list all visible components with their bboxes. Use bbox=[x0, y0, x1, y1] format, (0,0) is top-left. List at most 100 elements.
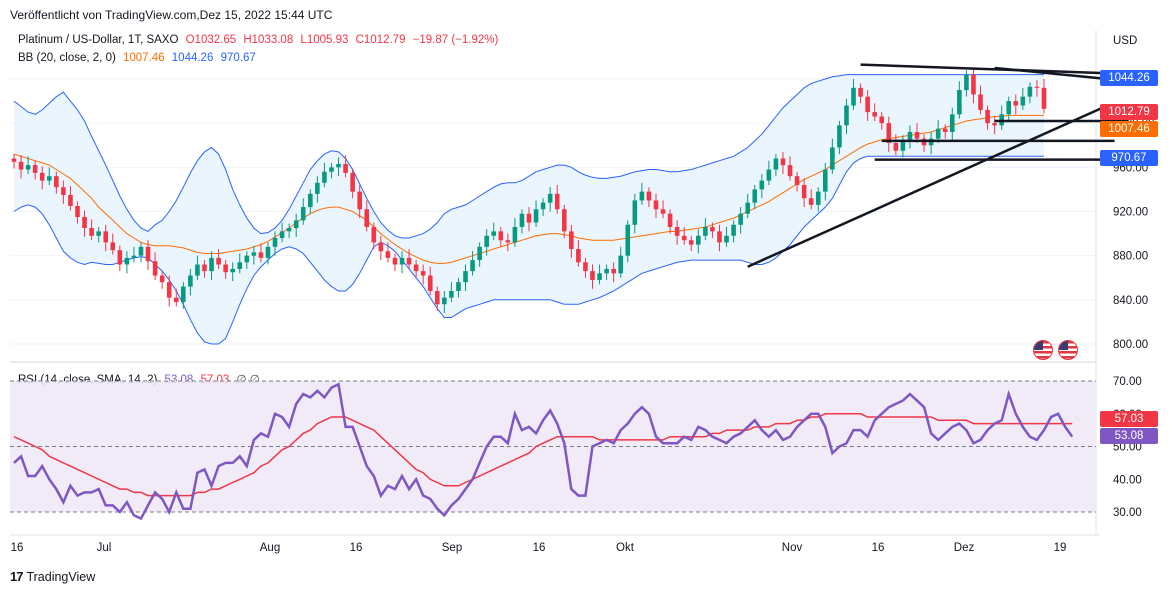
candle-body bbox=[978, 94, 983, 110]
rsi-price-tag: 53.08 bbox=[1100, 428, 1158, 444]
ohlc-change: −19.87 (−1.92%) bbox=[412, 34, 499, 46]
brand-name: TradingView bbox=[26, 569, 96, 584]
candle-body bbox=[138, 246, 144, 256]
candle-body bbox=[985, 109, 990, 124]
candle-body bbox=[286, 228, 292, 232]
time-tick-label: Dez bbox=[954, 542, 975, 554]
candle-body bbox=[576, 249, 581, 263]
candle-body bbox=[639, 191, 645, 201]
candle-body bbox=[399, 257, 405, 265]
candle-body bbox=[385, 251, 391, 258]
candle-body bbox=[949, 114, 955, 132]
bb-legend[interactable]: BB (20, close, 2, 0) 1007.46 1044.26 970… bbox=[18, 52, 260, 64]
symbol-title: Platinum / US-Dollar, 1T, SAXO bbox=[18, 34, 179, 46]
currency-label: USD bbox=[1113, 35, 1137, 47]
candle-body bbox=[117, 250, 123, 265]
candle-body bbox=[745, 202, 750, 214]
candle-body bbox=[632, 200, 638, 225]
published-note: Veröffentlicht von TradingView.com,Dez 1… bbox=[10, 8, 333, 22]
candle-body bbox=[258, 252, 264, 258]
tradingview-brand[interactable]: 17 TradingView bbox=[10, 569, 95, 584]
candle-body bbox=[858, 87, 863, 97]
us-flag-event-icon[interactable] bbox=[1058, 340, 1078, 360]
candle-body bbox=[505, 240, 511, 243]
candle-body bbox=[808, 198, 814, 205]
bb-lower-value: 970.67 bbox=[220, 52, 256, 64]
candle-body bbox=[554, 193, 560, 210]
tradingview-logo-icon: 17 bbox=[10, 569, 24, 584]
candle-body bbox=[851, 87, 856, 106]
symbol-legend[interactable]: Platinum / US-Dollar, 1T, SAXO O1032.65 … bbox=[18, 34, 502, 46]
candle-body bbox=[540, 202, 546, 210]
candle-body bbox=[279, 231, 285, 238]
candle-body bbox=[336, 164, 341, 168]
candle-body bbox=[124, 257, 130, 265]
candle-body bbox=[1027, 86, 1033, 97]
candle-body bbox=[145, 246, 151, 262]
candle-body bbox=[935, 128, 941, 139]
candle-body bbox=[717, 231, 722, 243]
candle-body bbox=[766, 169, 772, 181]
rsi-tick-label: 30.00 bbox=[1113, 507, 1142, 519]
candle-body bbox=[202, 264, 207, 272]
candle-body bbox=[195, 264, 200, 276]
candle-body bbox=[406, 257, 412, 265]
rsi-sma-line bbox=[13, 413, 1073, 497]
candle-body bbox=[265, 246, 271, 258]
candle-body bbox=[181, 286, 186, 303]
rsi-line bbox=[13, 382, 1074, 521]
candle-body bbox=[110, 242, 116, 251]
candle-body bbox=[329, 167, 334, 172]
candle-body bbox=[427, 275, 433, 291]
us-flag-event-icon[interactable] bbox=[1033, 340, 1053, 360]
candle-body bbox=[724, 235, 729, 243]
candle-body bbox=[131, 255, 137, 258]
candle-body bbox=[625, 224, 631, 256]
candle-body bbox=[68, 194, 73, 206]
candle-body bbox=[646, 191, 652, 201]
candle-body bbox=[872, 112, 877, 117]
candle-body bbox=[674, 226, 680, 236]
candle-body bbox=[343, 164, 348, 173]
candle-body bbox=[907, 132, 913, 140]
candle-body bbox=[89, 228, 94, 236]
candle-body bbox=[61, 187, 66, 195]
bb-label: BB (20, close, 2, 0) bbox=[18, 52, 116, 64]
candle-body bbox=[519, 213, 525, 227]
candle-body bbox=[801, 185, 807, 199]
candle-body bbox=[1013, 101, 1019, 106]
candle-body bbox=[18, 161, 24, 170]
candle-body bbox=[731, 224, 736, 236]
candle-body bbox=[710, 226, 715, 232]
candle-body bbox=[780, 158, 786, 166]
bb-upper-price-tag: 1044.26 bbox=[1100, 70, 1158, 86]
candle-body bbox=[886, 123, 892, 144]
candle-body bbox=[893, 143, 899, 151]
candle-body bbox=[964, 74, 969, 91]
time-tick-label: Aug bbox=[260, 542, 280, 554]
candle-body bbox=[223, 264, 228, 273]
time-tick-label: 19 bbox=[1054, 542, 1067, 554]
bb-lower-price-tag: 970.67 bbox=[1100, 150, 1158, 166]
candle-body bbox=[681, 235, 687, 241]
candle-body bbox=[244, 255, 250, 263]
candle-body bbox=[75, 205, 80, 218]
candle-body bbox=[844, 105, 849, 126]
candle-body bbox=[230, 268, 235, 273]
candle-body bbox=[900, 139, 906, 151]
candle-body bbox=[667, 213, 673, 227]
candle-body bbox=[357, 191, 362, 210]
time-tick-label: 16 bbox=[533, 542, 546, 554]
candle-body bbox=[583, 262, 588, 272]
candle-body bbox=[456, 282, 461, 291]
candle-body bbox=[752, 189, 758, 203]
candle-body bbox=[420, 271, 426, 276]
bb-upper-line bbox=[13, 74, 1044, 239]
candle-body bbox=[442, 297, 447, 305]
candle-body bbox=[696, 235, 701, 245]
candle-body bbox=[159, 275, 165, 283]
candle-body bbox=[103, 231, 109, 243]
price-tick-label: 920.00 bbox=[1113, 207, 1148, 219]
candle-body bbox=[11, 158, 17, 162]
